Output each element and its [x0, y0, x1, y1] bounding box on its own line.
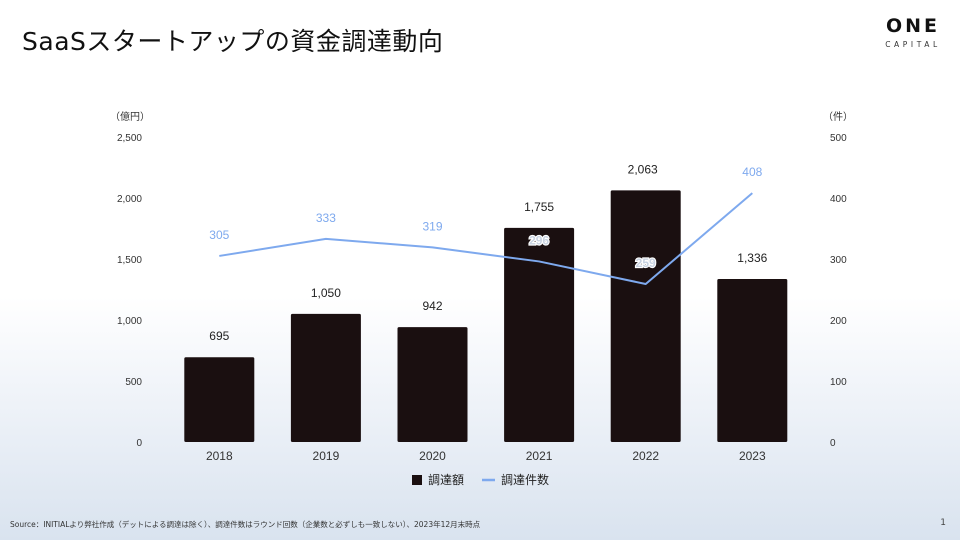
- bar-value-label: 1,050: [311, 286, 341, 300]
- bar: [184, 357, 255, 442]
- x-axis-tick-label: 2022: [632, 449, 659, 463]
- company-logo: ONE CAPITAL: [878, 16, 948, 49]
- x-axis-tick-label: 2021: [526, 449, 553, 463]
- x-axis-tick-label: 2020: [419, 449, 446, 463]
- left-axis-tick-label: 1,000: [117, 316, 142, 327]
- source-note: Source：INITIALより弊社作成（デットによる調達は除く）、調達件数はラ…: [10, 520, 481, 529]
- legend-bar-label: 調達額: [428, 473, 464, 487]
- left-axis-tick-label: 2,500: [117, 133, 142, 144]
- bar: [610, 190, 681, 442]
- bar-value-label: 942: [422, 299, 442, 313]
- bar: [290, 313, 361, 442]
- line-value-label: 259: [636, 256, 656, 270]
- line-value-label: 305: [209, 228, 229, 242]
- left-axis-tick-label: 0: [136, 438, 142, 449]
- legend-line-label: 調達件数: [501, 472, 549, 487]
- legend-bar-swatch: [412, 475, 422, 485]
- right-axis-tick-label: 100: [830, 377, 847, 388]
- bar: [504, 227, 575, 442]
- right-axis-tick-label: 0: [830, 438, 836, 449]
- bar-value-label: 2,063: [628, 162, 658, 176]
- right-axis-tick-label: 200: [830, 316, 847, 327]
- line-value-label: 333: [316, 211, 336, 225]
- x-axis-tick-label: 2023: [739, 449, 766, 463]
- bar-value-label: 1,336: [737, 251, 767, 265]
- bar-value-label: 695: [209, 329, 229, 343]
- line-value-label: 296: [529, 233, 549, 247]
- left-axis-tick-label: 500: [125, 377, 142, 388]
- right-axis-unit-label: （件）: [823, 111, 853, 123]
- page-number: 1: [940, 518, 946, 528]
- x-axis-tick-label: 2019: [313, 449, 340, 463]
- left-axis-unit-label: （億円）: [110, 110, 150, 123]
- line-value-label: 319: [422, 219, 442, 233]
- logo-sub-text: CAPITAL: [885, 40, 941, 49]
- right-axis-tick-label: 300: [830, 255, 847, 266]
- bar: [717, 279, 788, 442]
- x-axis-tick-label: 2018: [206, 449, 233, 463]
- right-axis-tick-label: 500: [830, 133, 847, 144]
- logo-main-text: ONE: [885, 15, 941, 37]
- right-axis-tick-label: 400: [830, 194, 847, 205]
- count-line: [219, 192, 753, 286]
- bar: [397, 327, 468, 442]
- left-axis-tick-label: 2,000: [117, 194, 142, 205]
- page-title: SaaSスタートアップの資金調達動向: [22, 27, 444, 56]
- line-value-label: 408: [742, 165, 762, 179]
- left-axis-tick-label: 1,500: [117, 255, 142, 266]
- bar-value-label: 1,755: [524, 200, 554, 214]
